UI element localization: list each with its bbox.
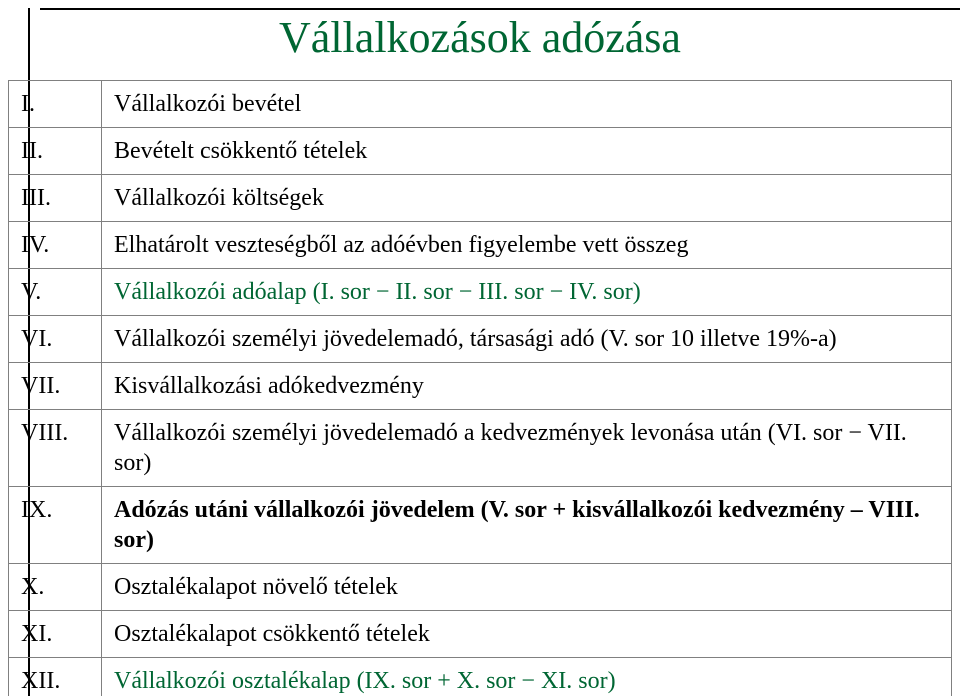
row-number: IX. [9,487,102,564]
row-number: VII. [9,363,102,410]
row-text: Vállalkozói bevétel [102,81,952,128]
row-number: VIII. [9,410,102,487]
row-number: XII. [9,658,102,696]
table-row: IV.Elhatárolt veszteségből az adóévben f… [9,222,952,269]
row-number: VI. [9,316,102,363]
row-text: Elhatárolt veszteségből az adóévben figy… [102,222,952,269]
table-row: X.Osztalékalapot növelő tételek [9,564,952,611]
row-number: XI. [9,611,102,658]
table-row: VI.Vállalkozói személyi jövedelemadó, tá… [9,316,952,363]
table-row: VIII.Vállalkozói személyi jövedelemadó a… [9,410,952,487]
content-table: I.Vállalkozói bevételII.Bevételt csökken… [8,80,952,696]
row-number: IV. [9,222,102,269]
row-text: Bevételt csökkentő tételek [102,128,952,175]
table-row: XI.Osztalékalapot csökkentő tételek [9,611,952,658]
row-number: V. [9,269,102,316]
row-text: Osztalékalapot növelő tételek [102,564,952,611]
row-text: Vállalkozói személyi jövedelemadó, társa… [102,316,952,363]
row-text: Adózás utáni vállalkozói jövedelem (V. s… [102,487,952,564]
slide: Vállalkozások adózása I.Vállalkozói bevé… [0,0,960,696]
table-row: VII.Kisvállalkozási adókedvezmény [9,363,952,410]
row-text: Vállalkozói személyi jövedelemadó a kedv… [102,410,952,487]
top-rule [40,8,960,10]
table-row: III.Vállalkozói költségek [9,175,952,222]
row-text: Osztalékalapot csökkentő tételek [102,611,952,658]
table-row: I.Vállalkozói bevétel [9,81,952,128]
table-row: IX.Adózás utáni vállalkozói jövedelem (V… [9,487,952,564]
table-row: II.Bevételt csökkentő tételek [9,128,952,175]
row-text: Kisvállalkozási adókedvezmény [102,363,952,410]
row-number: III. [9,175,102,222]
table-row: V.Vállalkozói adóalap (I. sor − II. sor … [9,269,952,316]
row-text: Vállalkozói adóalap (I. sor − II. sor − … [102,269,952,316]
table-row: XII.Vállalkozói osztalékalap (IX. sor + … [9,658,952,696]
row-text: Vállalkozói költségek [102,175,952,222]
row-number: II. [9,128,102,175]
row-text: Vállalkozói osztalékalap (IX. sor + X. s… [102,658,952,696]
row-number: X. [9,564,102,611]
slide-title: Vállalkozások adózása [0,12,960,63]
row-number: I. [9,81,102,128]
